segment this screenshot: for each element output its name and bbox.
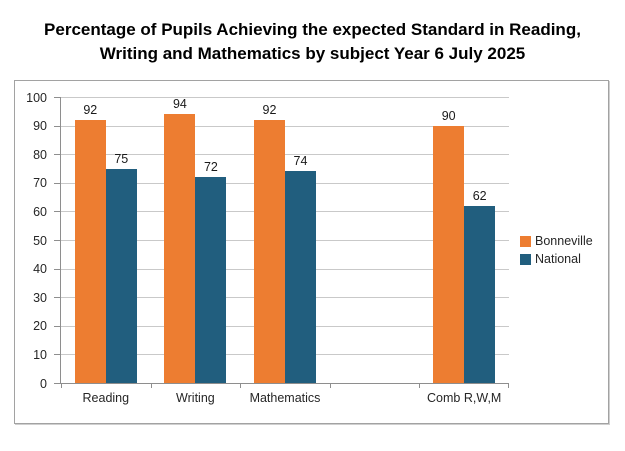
legend-item-national: National [520, 252, 593, 266]
y-axis-tick-30 [54, 297, 60, 299]
legend-label-bonneville: Bonneville [535, 234, 593, 248]
bar-value-label-bonneville-reading: 92 [83, 102, 98, 117]
y-tick-label-60: 60 [33, 204, 47, 219]
legend-label-national: National [535, 252, 581, 266]
x-category-label-reading: Reading [82, 391, 130, 405]
chart-frame: 0 10 20 30 40 50 60 70 80 90 100 Reading Writing Math… [14, 80, 609, 424]
bar-bonneville-comb-r-w-m [433, 125, 465, 383]
legend-item-bonneville: Bonneville [520, 234, 593, 248]
x-axis-tick-2 [240, 383, 241, 388]
gridline-80 [61, 154, 509, 156]
bar-national-reading [105, 168, 137, 383]
bar-bonneville-mathematics [254, 119, 285, 383]
y-axis-tick-70 [54, 182, 60, 184]
gridline-100 [61, 97, 509, 98]
y-axis-tick-60 [54, 211, 60, 213]
bar-value-label-bonneville-writing: 94 [172, 97, 187, 112]
chart-title: Percentage of Pupils Achieving the expec… [0, 18, 625, 66]
y-tick-label-30: 30 [33, 290, 47, 305]
bar-national-writing [195, 177, 227, 383]
legend: Bonneville National [520, 234, 593, 266]
y-axis-tick-90 [54, 125, 60, 127]
bar-national-mathematics [285, 171, 316, 383]
y-tick-label-20: 20 [33, 319, 47, 334]
chart-title-line2: Writing and Mathematics by subject Year … [99, 44, 526, 63]
legend-swatch-national [520, 253, 531, 265]
y-tick-label-90: 90 [33, 119, 47, 134]
gridline-90 [61, 125, 509, 127]
chart-title-line1: Percentage of Pupils Achieving the expec… [44, 20, 581, 39]
y-tick-label-70: 70 [33, 176, 47, 191]
bar-value-label-national-writing: 72 [203, 160, 218, 175]
x-axis-tick-0 [61, 383, 62, 388]
y-axis-tick-20 [54, 325, 60, 327]
x-axis-tick-5 [508, 383, 509, 388]
legend-swatch-bonneville [520, 235, 531, 247]
bar-value-label-bonneville-comb-r-w-m: 90 [441, 108, 456, 123]
y-tick-label-10: 10 [33, 347, 47, 362]
x-axis-tick-3 [330, 383, 331, 388]
bar-value-label-national-comb-r-w-m: 62 [472, 188, 487, 203]
y-axis-tick-50 [54, 240, 60, 241]
bar-value-label-national-reading: 75 [114, 151, 129, 166]
bar-national-comb-r-w-m [464, 205, 496, 383]
bar-bonneville-reading [74, 119, 106, 383]
y-tick-label-100: 100 [26, 90, 47, 105]
y-axis-tick-100 [54, 97, 60, 98]
y-axis-tick-40 [54, 268, 60, 270]
bar-value-label-bonneville-mathematics: 92 [262, 102, 277, 117]
y-tick-label-80: 80 [33, 147, 47, 162]
bar-value-label-national-mathematics: 74 [293, 154, 308, 169]
bar-bonneville-writing [164, 114, 196, 383]
y-tick-label-40: 40 [33, 262, 47, 277]
y-axis-tick-80 [54, 154, 60, 156]
x-category-label-mathematics: Mathematics [249, 391, 321, 405]
y-tick-label-0: 0 [40, 376, 47, 391]
plot-area: 0 10 20 30 40 50 60 70 80 90 100 Reading Writing Math… [26, 91, 509, 405]
x-axis-tick-1 [151, 383, 152, 388]
x-axis-tick-4 [419, 383, 420, 388]
y-axis-tick-0 [54, 383, 60, 384]
x-category-label-writing: Writing [176, 391, 215, 405]
y-tick-label-50: 50 [33, 233, 47, 248]
x-category-label-comb-r-w-m: Comb R,W,M [427, 391, 502, 405]
y-axis-tick-10 [54, 354, 60, 356]
